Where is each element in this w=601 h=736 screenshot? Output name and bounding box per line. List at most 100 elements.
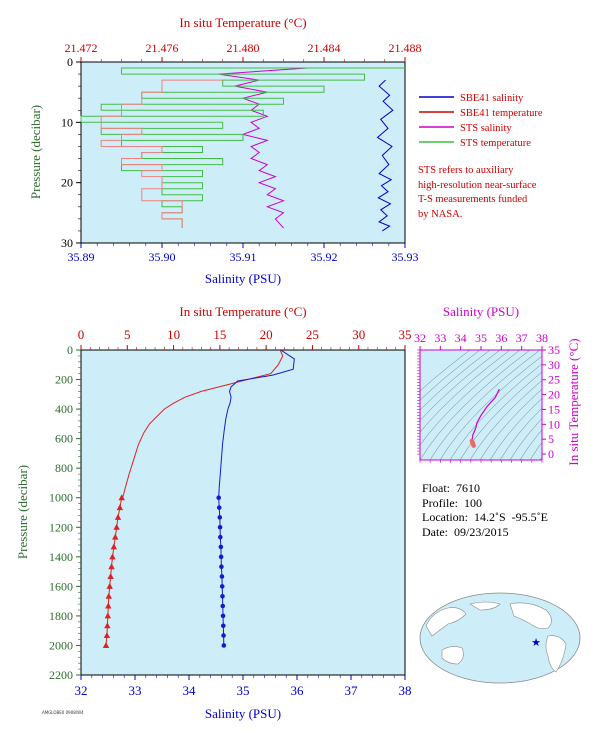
ts-top-tick-label: 38 bbox=[536, 331, 548, 345]
ts-top-tick-label: 36 bbox=[495, 331, 507, 345]
ts-top-tick-label: 37 bbox=[516, 331, 528, 345]
top-bottom-tick-label: 35.91 bbox=[230, 250, 257, 264]
temperature-point bbox=[104, 612, 112, 619]
globe-land-asia bbox=[425, 607, 467, 637]
main-plot-area bbox=[80, 349, 406, 676]
main-bottom-tick-label: 35 bbox=[237, 683, 250, 698]
main-series-line-3 bbox=[218, 497, 225, 646]
ts-top-tick-label: 33 bbox=[434, 331, 446, 345]
globe-land-north-america bbox=[509, 602, 552, 629]
temperature-point bbox=[112, 533, 119, 540]
main-top-tick-label: 0 bbox=[78, 327, 85, 342]
top-y-axis-title: Pressure (decibar) bbox=[28, 105, 43, 199]
ts-top-tick-label: 34 bbox=[455, 331, 467, 345]
main-top-tick-label: 10 bbox=[167, 327, 180, 342]
ts-curve bbox=[471, 388, 500, 441]
legend-label-sbe41-temperature: SBE41 temperature bbox=[460, 108, 543, 119]
ts-top-tick-label: 35 bbox=[475, 331, 487, 345]
salinity-point bbox=[219, 564, 224, 570]
main-y-tick-label: 1000 bbox=[49, 491, 73, 505]
legend-label-sbe41-salinity: SBE41 salinity bbox=[460, 93, 524, 104]
legend-label-sts-temperature: STS temperature bbox=[460, 138, 531, 149]
temperature-point bbox=[106, 582, 113, 589]
main-y-tick-label: 2200 bbox=[49, 668, 73, 682]
ts-isopycnal bbox=[429, 350, 541, 460]
ts-right-tick-label: 20 bbox=[548, 388, 560, 402]
main-y-tick-label: 1800 bbox=[49, 609, 73, 623]
salinity-point bbox=[221, 633, 226, 638]
salinity-point bbox=[220, 603, 226, 609]
main-y-tick-label: 400 bbox=[55, 402, 73, 416]
temperature-point bbox=[105, 602, 112, 609]
float-info: Float: 7610 Profile: 100 Location: 14.2˚… bbox=[422, 481, 548, 539]
sts-note: STS refers to auxiliary high-resolution … bbox=[418, 164, 593, 222]
footer-code: AMGLOBE0 0908/W4 bbox=[42, 710, 84, 715]
main-bottom-tick-label: 32 bbox=[75, 683, 88, 698]
top-plot-area bbox=[80, 61, 406, 244]
ts-right-tick-label: 30 bbox=[548, 358, 560, 372]
temperature-point bbox=[103, 632, 111, 639]
temperature-point bbox=[118, 494, 125, 501]
legend-label-sts-salinity: STS salinity bbox=[460, 123, 512, 134]
salinity-point bbox=[216, 505, 222, 510]
ts-right-tick-label: 5 bbox=[548, 432, 554, 446]
globe-land-australia bbox=[441, 646, 464, 665]
main-y-tick-label: 600 bbox=[55, 432, 73, 446]
main-top-tick-label: 35 bbox=[399, 327, 412, 342]
ts-plot-area bbox=[419, 349, 543, 461]
globe-land-south-america bbox=[545, 635, 567, 673]
ts-isopycnal bbox=[420, 350, 511, 433]
temperature-point bbox=[108, 563, 115, 570]
salinity-point bbox=[220, 613, 226, 619]
temperature-point bbox=[114, 513, 122, 520]
globe-land-arctic bbox=[469, 601, 501, 611]
top-axes-group: 35.89 35.90 35.91 35.92 35.93 21.472 21.476 21.… bbox=[61, 41, 422, 264]
main-top-tick-label: 20 bbox=[260, 327, 273, 342]
ts-isopycnal bbox=[489, 398, 542, 460]
temperature-point bbox=[105, 592, 112, 599]
temperature-point bbox=[113, 523, 120, 530]
ts-isopycnal bbox=[519, 429, 542, 460]
salinity-point bbox=[217, 515, 223, 520]
top-series-line-0 bbox=[376, 79, 394, 232]
ts-top-axis-title: Salinity (PSU) bbox=[443, 304, 519, 319]
main-y-tick-label: 1400 bbox=[49, 550, 73, 564]
main-top-tick-label: 15 bbox=[213, 327, 226, 342]
ts-density-contours bbox=[420, 350, 542, 460]
main-y-tick-label: 2000 bbox=[49, 638, 73, 652]
salinity-point bbox=[216, 495, 221, 501]
main-series-group bbox=[102, 349, 295, 648]
ts-isopycnal bbox=[420, 350, 501, 421]
float-id: Float: 7610 bbox=[422, 481, 481, 495]
top-top-tick-label: 21.476 bbox=[146, 41, 179, 55]
sts-note-line: T-S measurements funded bbox=[418, 194, 528, 205]
salinity-point bbox=[218, 544, 224, 550]
salinity-point bbox=[220, 623, 226, 629]
main-series-line-0 bbox=[122, 349, 284, 498]
top-top-tick-label: 21.488 bbox=[389, 41, 422, 55]
ts-right-tick-label: 10 bbox=[548, 417, 560, 431]
ts-isopycnal bbox=[420, 350, 531, 460]
top-panel: 35.89 35.90 35.91 35.92 35.93 21.472 21.476 21.… bbox=[28, 15, 422, 286]
top-bottom-tick-label: 35.90 bbox=[149, 250, 176, 264]
top-series-line-2 bbox=[218, 67, 308, 229]
ts-isopycnal bbox=[420, 350, 521, 446]
ts-isopycnal bbox=[529, 441, 542, 460]
ts-top-tick-label: 32 bbox=[414, 331, 426, 345]
ts-right-tick-label: 0 bbox=[548, 447, 554, 461]
main-y-axis-title: Pressure (decibar) bbox=[15, 465, 30, 559]
top-legend: SBE41 salinity SBE41 temperature STS sal… bbox=[419, 93, 543, 149]
top-top-tick-label: 21.480 bbox=[227, 41, 260, 55]
temperature-point bbox=[102, 641, 110, 648]
ts-right-tick-label: 15 bbox=[548, 402, 560, 416]
top-bottom-tick-label: 35.92 bbox=[311, 250, 338, 264]
ts-isopycnal bbox=[439, 355, 542, 460]
top-top-tick-label: 21.472 bbox=[65, 41, 98, 55]
salinity-point bbox=[219, 574, 225, 579]
ts-deep-point bbox=[470, 440, 475, 445]
ts-isopycnal bbox=[509, 418, 542, 460]
main-y-tick-label: 0 bbox=[67, 343, 73, 357]
main-y-tick-label: 1600 bbox=[49, 579, 73, 593]
